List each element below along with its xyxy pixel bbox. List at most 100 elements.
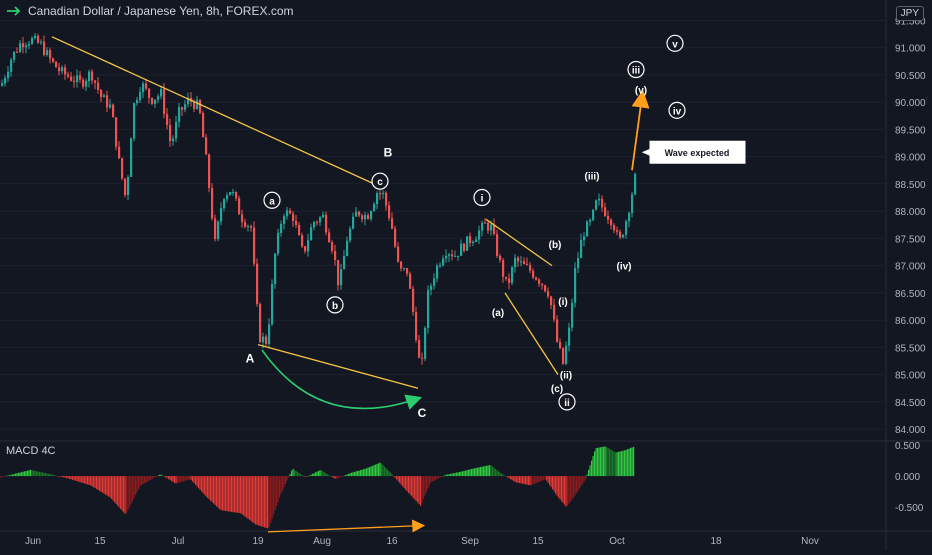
- macd-bar: [597, 447, 599, 477]
- macd-bar: [0, 476, 2, 478]
- macd-bar: [501, 473, 503, 477]
- macd-bar: [528, 476, 530, 485]
- macd-bar: [484, 466, 486, 477]
- candle-body: [601, 198, 604, 208]
- macd-bar: [142, 476, 144, 484]
- candle-body: [355, 211, 358, 217]
- macd-bar: [588, 469, 590, 477]
- wave-label: b: [326, 296, 344, 314]
- macd-bar: [396, 476, 398, 480]
- candle-body: [214, 218, 217, 239]
- candle-body: [367, 215, 370, 220]
- macd-bar: [592, 455, 594, 477]
- candle-body: [187, 97, 190, 105]
- candle-body: [19, 43, 22, 52]
- macd-bar: [496, 470, 498, 477]
- candle-body: [295, 220, 298, 226]
- candle-body: [301, 235, 304, 247]
- macd-bar: [264, 476, 266, 528]
- macd-bar: [376, 463, 378, 477]
- macd-bar: [414, 476, 416, 500]
- candle: [94, 79, 97, 90]
- candle-body: [202, 112, 205, 138]
- macd-bar: [37, 471, 39, 477]
- candle: [310, 223, 313, 241]
- macd-bar: [531, 476, 533, 485]
- candle: [586, 219, 589, 237]
- candle: [229, 191, 232, 196]
- macd-tick-label: 0.000: [895, 472, 920, 483]
- price-tick-label: 84.000: [895, 425, 926, 436]
- macd-bar: [499, 472, 501, 477]
- candle: [613, 223, 616, 234]
- trendline-lower: [257, 344, 419, 389]
- candle: [265, 334, 268, 347]
- indicator-title[interactable]: MACD 4C: [6, 445, 56, 457]
- candle-body: [70, 76, 73, 81]
- candle: [172, 135, 175, 146]
- macd-bar: [3, 476, 5, 477]
- macd-bar: [600, 447, 602, 477]
- candle: [529, 262, 532, 274]
- candle: [289, 207, 292, 215]
- candle-body: [124, 178, 127, 195]
- macd-bar: [7, 475, 9, 477]
- currency-badge[interactable]: JPY: [895, 6, 924, 21]
- candle-body: [538, 279, 541, 284]
- candle: [208, 153, 211, 193]
- time-tick-label: Nov: [801, 536, 819, 547]
- candle: [508, 273, 511, 290]
- macd-bar: [373, 465, 375, 477]
- macd-bar: [16, 473, 18, 477]
- macd-bar: [417, 476, 419, 503]
- candle: [565, 341, 568, 366]
- candle-body: [166, 114, 169, 126]
- macd-bar: [508, 476, 510, 479]
- candle-body: [130, 138, 133, 178]
- macd-bar: [10, 474, 12, 477]
- macd-bar: [297, 471, 299, 477]
- macd-bar: [79, 476, 81, 483]
- macd-bar: [231, 476, 233, 512]
- candle: [256, 258, 259, 307]
- candle-body: [319, 217, 322, 223]
- macd-bar: [285, 476, 287, 484]
- candle-body: [244, 222, 247, 227]
- candle-body: [421, 357, 424, 359]
- macd-bar: [397, 476, 399, 482]
- macd-bar: [300, 473, 302, 477]
- macd-bar: [544, 476, 546, 480]
- macd-bar: [610, 449, 612, 477]
- wave-label: c: [371, 172, 389, 190]
- macd-bar: [616, 452, 618, 477]
- macd-bar: [519, 476, 521, 484]
- wave-label-circle: [473, 188, 491, 207]
- macd-bar: [54, 475, 56, 477]
- macd-bar: [267, 476, 269, 529]
- macd-bar: [546, 476, 548, 481]
- candle-body: [394, 228, 397, 247]
- price-tick-label: 90.500: [895, 71, 926, 82]
- candle-body: [571, 302, 574, 328]
- wave-label: (v): [635, 86, 647, 97]
- macd-bar: [66, 476, 68, 479]
- candle: [379, 189, 382, 200]
- candle-body: [520, 261, 523, 263]
- candle-body: [250, 226, 253, 228]
- price-tick-label: 91.500: [895, 16, 926, 27]
- candle: [136, 96, 139, 106]
- macd-bar: [340, 476, 342, 477]
- candle-body: [226, 195, 229, 200]
- candle-body: [592, 209, 595, 220]
- candle: [610, 218, 613, 230]
- candle: [304, 245, 307, 254]
- macd-bar: [184, 476, 186, 481]
- candle-body: [121, 158, 124, 179]
- wave-label-circle: [627, 60, 645, 79]
- price-tick-label: 84.500: [895, 398, 926, 409]
- candle: [61, 65, 64, 74]
- macd-bar: [60, 476, 62, 477]
- candle-body: [460, 243, 463, 256]
